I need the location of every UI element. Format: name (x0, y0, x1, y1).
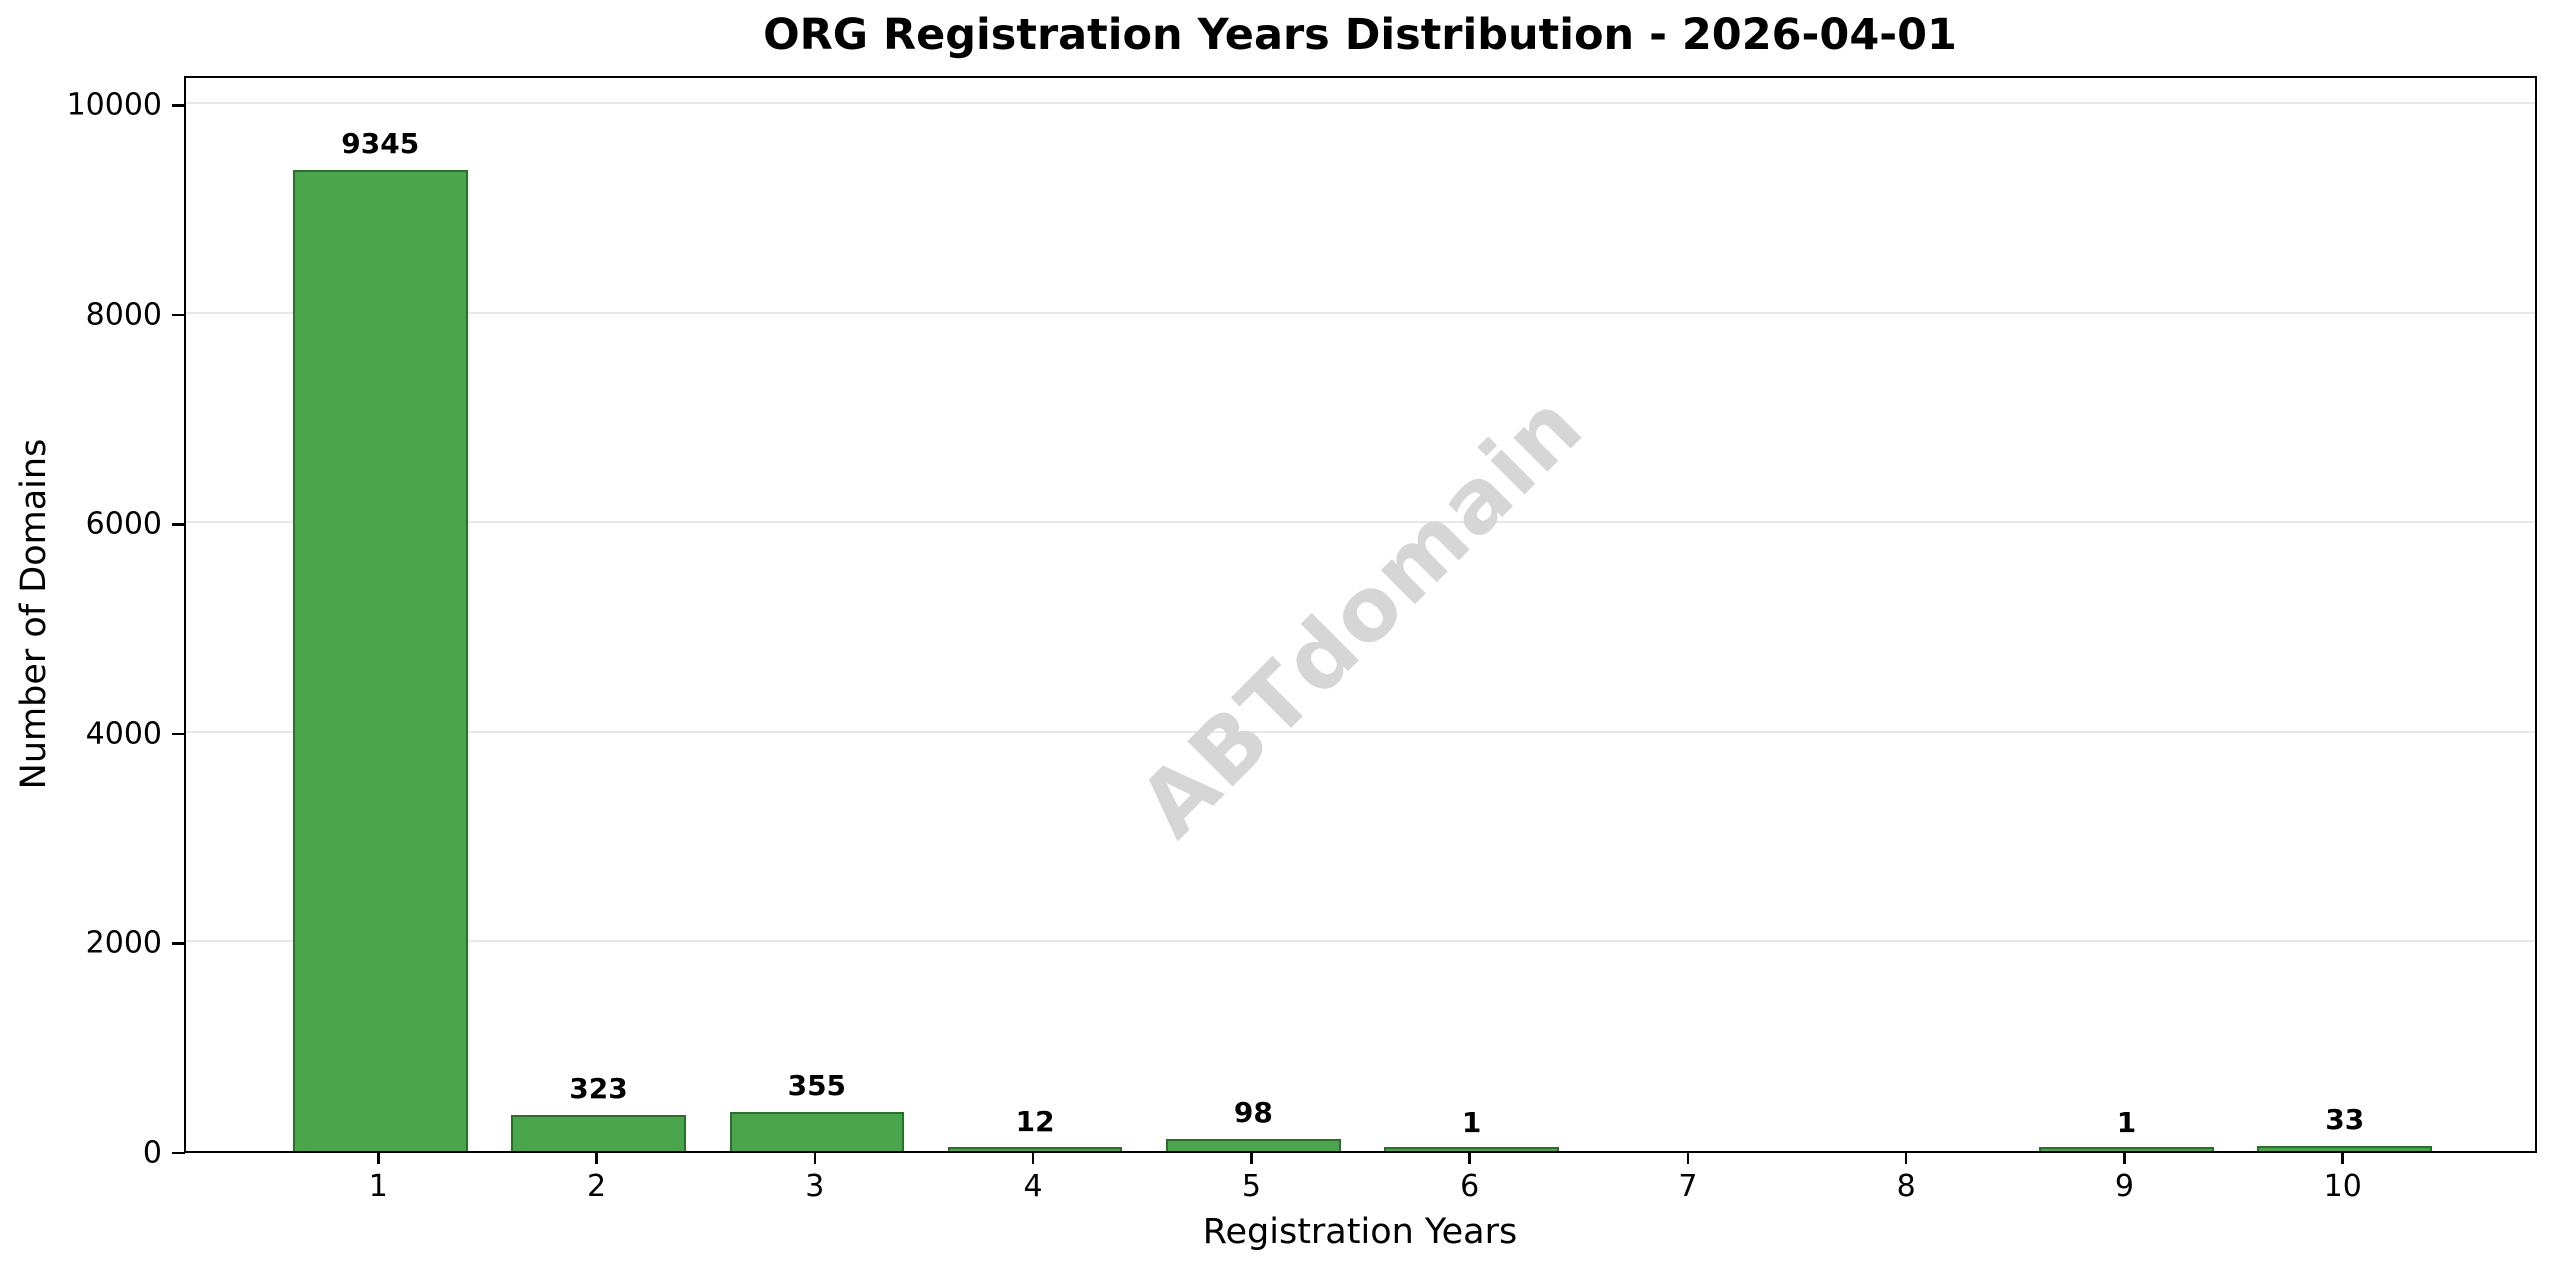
y-tick-label-6000: 6000 (85, 506, 162, 542)
bar-value-label-1: 9345 (341, 126, 420, 160)
x-tick-mark-4 (1031, 1153, 1035, 1164)
x-tick-label-8: 8 (1896, 1169, 1916, 1204)
x-tick-mark-10 (2341, 1153, 2344, 1164)
y-tick-mark-8000 (172, 313, 185, 317)
bar-value-label-5: 98 (1233, 1095, 1273, 1129)
y-tick-mark-2000 (172, 942, 185, 945)
gridline-y-10000 (186, 102, 2535, 105)
bar-year-1 (292, 169, 468, 1151)
bar-value-label-3: 355 (787, 1068, 847, 1102)
bar-year-3 (729, 1111, 905, 1151)
gridline-y-2000 (186, 940, 2535, 943)
y-tick-mark-10000 (172, 104, 185, 107)
y-tick-label-4000: 4000 (85, 716, 162, 752)
x-axis-label: Registration Years (1202, 1212, 1518, 1252)
bar-year-9 (2039, 1146, 2214, 1151)
x-tick-mark-1 (377, 1153, 380, 1164)
x-tick-mark-6 (1468, 1153, 1471, 1164)
gridline-y-8000 (186, 311, 2535, 314)
x-tick-label-9: 9 (2114, 1169, 2134, 1204)
x-tick-label-3: 3 (805, 1169, 825, 1204)
x-tick-label-10: 10 (2323, 1169, 2362, 1204)
x-tick-label-7: 7 (1678, 1169, 1698, 1204)
x-tick-label-1: 1 (368, 1169, 388, 1204)
x-tick-label-6: 6 (1460, 1169, 1480, 1204)
x-tick-mark-5 (1250, 1153, 1253, 1164)
y-tick-label-2000: 2000 (85, 925, 162, 961)
x-tick-mark-9 (2123, 1153, 2126, 1164)
bar-value-label-6: 1 (1461, 1105, 1482, 1139)
bar-value-label-10: 33 (2325, 1102, 2365, 1136)
y-tick-label-10000: 10000 (66, 87, 162, 123)
bar-value-label-9: 1 (2116, 1105, 2137, 1139)
bar-year-10 (2257, 1145, 2433, 1151)
x-tick-mark-8 (1904, 1153, 1908, 1164)
bar-year-4 (947, 1146, 1123, 1151)
chart-title: ORG Registration Years Distribution - 20… (763, 10, 1957, 60)
y-tick-label-8000: 8000 (85, 297, 162, 333)
x-tick-mark-7 (1686, 1153, 1690, 1164)
bar-value-label-4: 12 (1015, 1104, 1055, 1138)
bar-year-5 (1166, 1138, 1341, 1151)
y-tick-label-0: 0 (142, 1135, 162, 1171)
y-tick-mark-0 (172, 1151, 185, 1155)
gridline-y-4000 (186, 730, 2535, 733)
plot-area: ABTdomain 9345 323 355 12 98 1 1 33 (184, 76, 2537, 1153)
x-tick-mark-2 (595, 1153, 598, 1164)
bar-year-2 (511, 1115, 686, 1151)
gridline-y-6000 (186, 521, 2535, 524)
y-tick-mark-4000 (172, 732, 185, 736)
bar-year-6 (1384, 1146, 1559, 1151)
x-tick-mark-3 (813, 1153, 817, 1164)
x-tick-label-5: 5 (1241, 1169, 1261, 1204)
watermark: ABTdomain (1118, 372, 1603, 857)
bar-value-label-2: 323 (569, 1072, 628, 1106)
x-tick-label-4: 4 (1023, 1169, 1043, 1204)
x-tick-label-2: 2 (586, 1169, 607, 1204)
y-tick-mark-6000 (172, 523, 185, 526)
